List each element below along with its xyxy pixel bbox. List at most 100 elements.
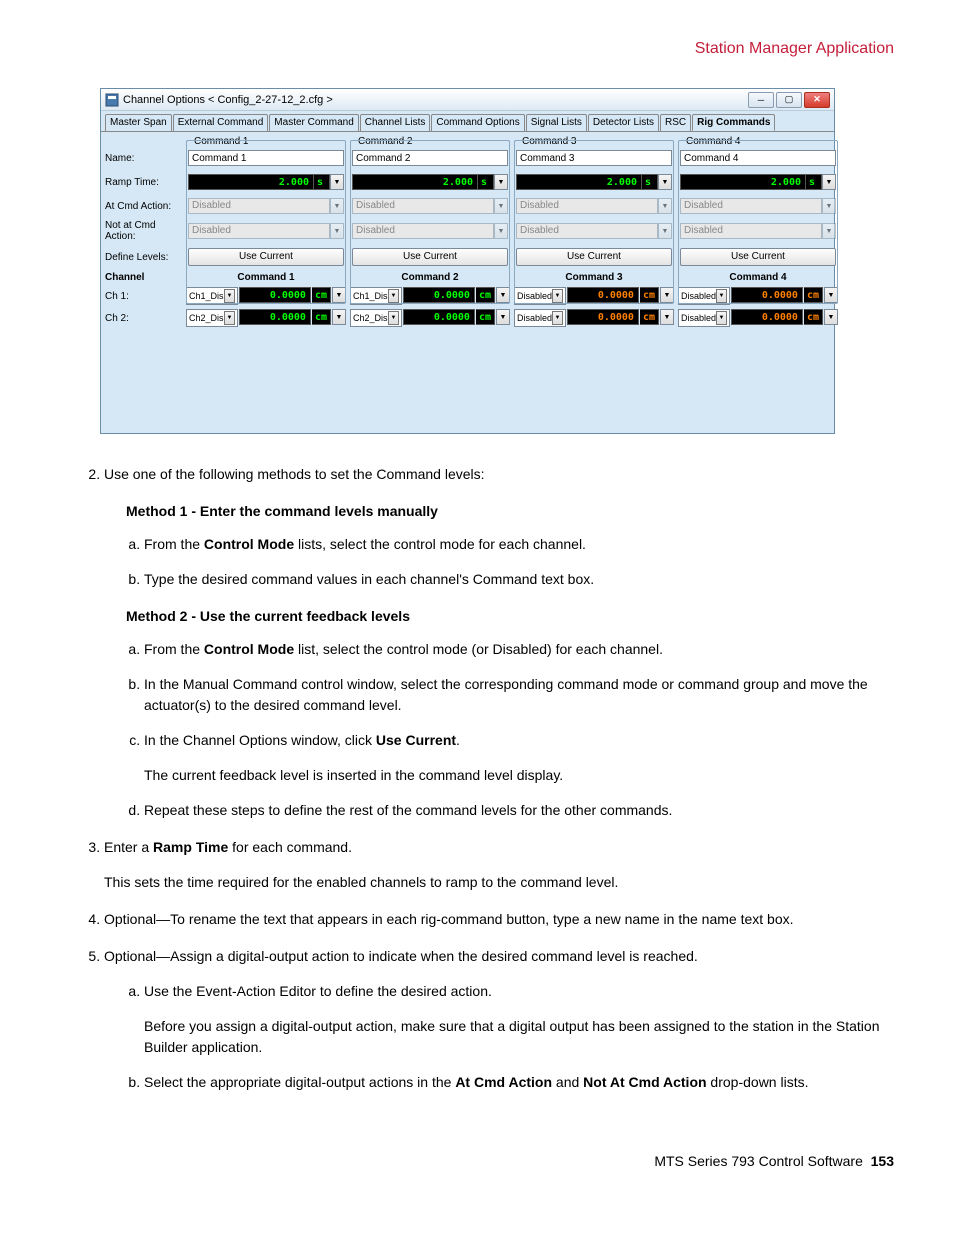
minimize-button[interactable]: ─ <box>748 92 774 108</box>
chevron-down-icon: ▼ <box>388 289 399 303</box>
at-cmd-action: Disabled <box>516 198 658 214</box>
at-cmd-dropdown[interactable]: ▼ <box>658 198 672 214</box>
at-cmd-action: Disabled <box>188 198 330 214</box>
tab-rig-commands[interactable]: Rig Commands <box>692 114 775 131</box>
not-at-cmd-dropdown[interactable]: ▼ <box>330 223 344 239</box>
label-at-cmd: At Cmd Action: <box>105 201 171 212</box>
ramp-dropdown[interactable]: ▼ <box>330 174 344 190</box>
not-at-cmd-dropdown[interactable]: ▼ <box>822 223 836 239</box>
m2-a: From the Control Mode list, select the c… <box>144 639 894 660</box>
command-unit: cm <box>640 309 659 325</box>
ramp-value[interactable]: 2.000 <box>352 174 478 190</box>
command-header: Command 4 <box>678 272 838 283</box>
tab-detector-lists[interactable]: Detector Lists <box>588 114 659 131</box>
control-mode-select[interactable]: Disabled▼ <box>514 309 566 327</box>
chevron-down-icon: ▼ <box>224 311 235 325</box>
window-title: Channel Options < Config_2-27-12_2.cfg > <box>123 94 748 106</box>
page-header: Station Manager Application <box>60 40 894 58</box>
s5-a: Use the Event-Action Editor to define th… <box>144 981 894 1058</box>
ramp-dropdown[interactable]: ▼ <box>658 174 672 190</box>
tab-channel-lists[interactable]: Channel Lists <box>360 114 431 131</box>
chevron-down-icon: ▼ <box>716 289 727 303</box>
chevron-down-icon: ▼ <box>716 311 727 325</box>
use-current-button[interactable]: Use Current <box>352 248 508 266</box>
control-mode-select[interactable]: Ch1_Dis▼ <box>186 287 238 305</box>
use-current-button[interactable]: Use Current <box>188 248 344 266</box>
command-value[interactable]: 0.0000 <box>403 287 475 303</box>
unit-dropdown[interactable]: ▼ <box>496 309 510 325</box>
unit-dropdown[interactable]: ▼ <box>824 309 838 325</box>
maximize-button[interactable]: ▢ <box>776 92 802 108</box>
command-value[interactable]: 0.0000 <box>403 309 475 325</box>
step-5: Optional—Assign a digital-output action … <box>104 946 894 1093</box>
command-unit: cm <box>476 309 495 325</box>
unit-dropdown[interactable]: ▼ <box>660 287 674 303</box>
chevron-down-icon: ▼ <box>552 311 563 325</box>
m2-d: Repeat these steps to define the rest of… <box>144 800 894 821</box>
close-button[interactable]: ✕ <box>804 92 830 108</box>
step-4: Optional—To rename the text that appears… <box>104 909 894 930</box>
ramp-unit: s <box>478 174 494 190</box>
tab-master-command[interactable]: Master Command <box>269 114 358 131</box>
tab-rsc[interactable]: RSC <box>660 114 691 131</box>
command-value[interactable]: 0.0000 <box>239 309 311 325</box>
command-name-input[interactable] <box>680 150 836 166</box>
m2-c: In the Channel Options window, click Use… <box>144 730 894 786</box>
command-unit: cm <box>312 287 331 303</box>
command-value[interactable]: 0.0000 <box>239 287 311 303</box>
control-mode-select[interactable]: Disabled▼ <box>678 309 730 327</box>
not-at-cmd-action: Disabled <box>352 223 494 239</box>
command-name-input[interactable] <box>352 150 508 166</box>
command-unit: cm <box>312 309 331 325</box>
command-name-input[interactable] <box>188 150 344 166</box>
use-current-button[interactable]: Use Current <box>680 248 836 266</box>
not-at-cmd-dropdown[interactable]: ▼ <box>494 223 508 239</box>
at-cmd-action: Disabled <box>352 198 494 214</box>
ramp-value[interactable]: 2.000 <box>680 174 806 190</box>
control-mode-select[interactable]: Ch1_Dis▼ <box>350 287 402 305</box>
tab-master-span[interactable]: Master Span <box>105 114 172 131</box>
ramp-dropdown[interactable]: ▼ <box>822 174 836 190</box>
command-value[interactable]: 0.0000 <box>567 309 639 325</box>
label-define: Define Levels: <box>105 252 168 263</box>
at-cmd-dropdown[interactable]: ▼ <box>822 198 836 214</box>
unit-dropdown[interactable]: ▼ <box>332 309 346 325</box>
tab-signal-lists[interactable]: Signal Lists <box>526 114 587 131</box>
ramp-unit: s <box>642 174 658 190</box>
unit-dropdown[interactable]: ▼ <box>824 287 838 303</box>
not-at-cmd-dropdown[interactable]: ▼ <box>658 223 672 239</box>
command-unit: cm <box>804 309 823 325</box>
command-value[interactable]: 0.0000 <box>567 287 639 303</box>
ramp-value[interactable]: 2.000 <box>188 174 314 190</box>
label-name: Name: <box>105 153 134 164</box>
command-legend: Command 1 <box>192 136 250 147</box>
control-mode-select[interactable]: Ch2_Dis▼ <box>350 309 402 327</box>
at-cmd-dropdown[interactable]: ▼ <box>494 198 508 214</box>
unit-dropdown[interactable]: ▼ <box>332 287 346 303</box>
unit-dropdown[interactable]: ▼ <box>496 287 510 303</box>
chevron-down-icon: ▼ <box>552 289 563 303</box>
at-cmd-dropdown[interactable]: ▼ <box>330 198 344 214</box>
control-mode-select[interactable]: Disabled▼ <box>514 287 566 305</box>
m1-b: Type the desired command values in each … <box>144 569 894 590</box>
control-mode-select[interactable]: Disabled▼ <box>678 287 730 305</box>
method1-heading: Method 1 - Enter the command levels manu… <box>126 501 894 522</box>
command-legend: Command 4 <box>684 136 742 147</box>
not-at-cmd-action: Disabled <box>188 223 330 239</box>
use-current-button[interactable]: Use Current <box>516 248 672 266</box>
s5a-note: Before you assign a digital-output actio… <box>144 1016 894 1058</box>
not-at-cmd-action: Disabled <box>680 223 822 239</box>
tab-external-command[interactable]: External Command <box>173 114 269 131</box>
ramp-dropdown[interactable]: ▼ <box>494 174 508 190</box>
ramp-unit: s <box>314 174 330 190</box>
label-channel: Channel <box>105 272 144 283</box>
control-mode-select[interactable]: Ch2_Dis▼ <box>186 309 238 327</box>
label-not-at-cmd: Not at Cmd Action: <box>105 220 156 242</box>
unit-dropdown[interactable]: ▼ <box>660 309 674 325</box>
ramp-unit: s <box>806 174 822 190</box>
ramp-value[interactable]: 2.000 <box>516 174 642 190</box>
command-value[interactable]: 0.0000 <box>731 287 803 303</box>
tab-command-options[interactable]: Command Options <box>431 114 524 131</box>
command-value[interactable]: 0.0000 <box>731 309 803 325</box>
command-name-input[interactable] <box>516 150 672 166</box>
